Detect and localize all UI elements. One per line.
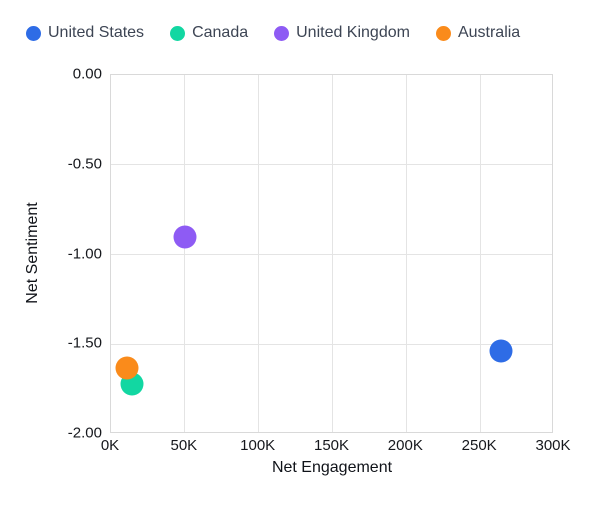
gridline-horizontal--1-50 [111,343,552,345]
x-tick-label: 0K [100,437,120,454]
legend-dot-canada [170,25,186,41]
legend-label: United Kingdom [296,24,410,41]
legend-dot-united-kingdom [274,25,290,41]
legend-item-canada[interactable]: Canada [170,25,248,41]
legend-label: United States [48,24,145,41]
legend-label: Australia [457,24,521,41]
x-axis-title: Net Engagement [271,459,393,476]
gridline-vertical-100k [258,75,260,432]
data-point-united-states[interactable] [489,339,513,363]
y-axis-title: Net Sentiment [24,202,41,304]
gridline-vertical-200k [405,75,407,432]
legend-label: Canada [192,24,249,41]
x-tick-label: 150K [313,437,350,454]
gridline-vertical-250k [479,75,481,432]
gridline-vertical-50k [184,75,186,432]
x-tick-label: 50K [170,437,198,454]
y-tick-label: 0.00 [72,65,102,83]
y-tick-label: -1.00 [67,245,102,262]
legend-dot-united-states [26,25,41,41]
legend-item-australia[interactable]: Australia [435,24,521,41]
legend-item-united-kingdom[interactable]: United Kingdom [274,25,410,41]
x-tick-label: 100K [240,437,276,454]
x-tick-label: 250K [461,437,497,454]
y-tick-label: -2.00 [67,424,102,442]
plot-area [110,74,553,433]
y-tick-label: -1.50 [67,334,102,352]
legend-dot-australia [435,25,451,41]
y-tick-label: -0.50 [67,155,102,173]
data-point-united-kingdom[interactable] [173,225,197,249]
data-point-australia[interactable] [115,356,139,380]
legend-item-united-states[interactable]: United States [26,25,144,41]
gridline-horizontal--1-00 [111,254,552,255]
x-tick-label: 200K [387,437,423,454]
gridline-vertical-150k [332,75,333,432]
x-tick-label: 300K [535,437,571,454]
chart-legend: United States Canada United Kingdom Austral… [0,23,520,43]
gridline-horizontal--0-50 [111,164,552,166]
